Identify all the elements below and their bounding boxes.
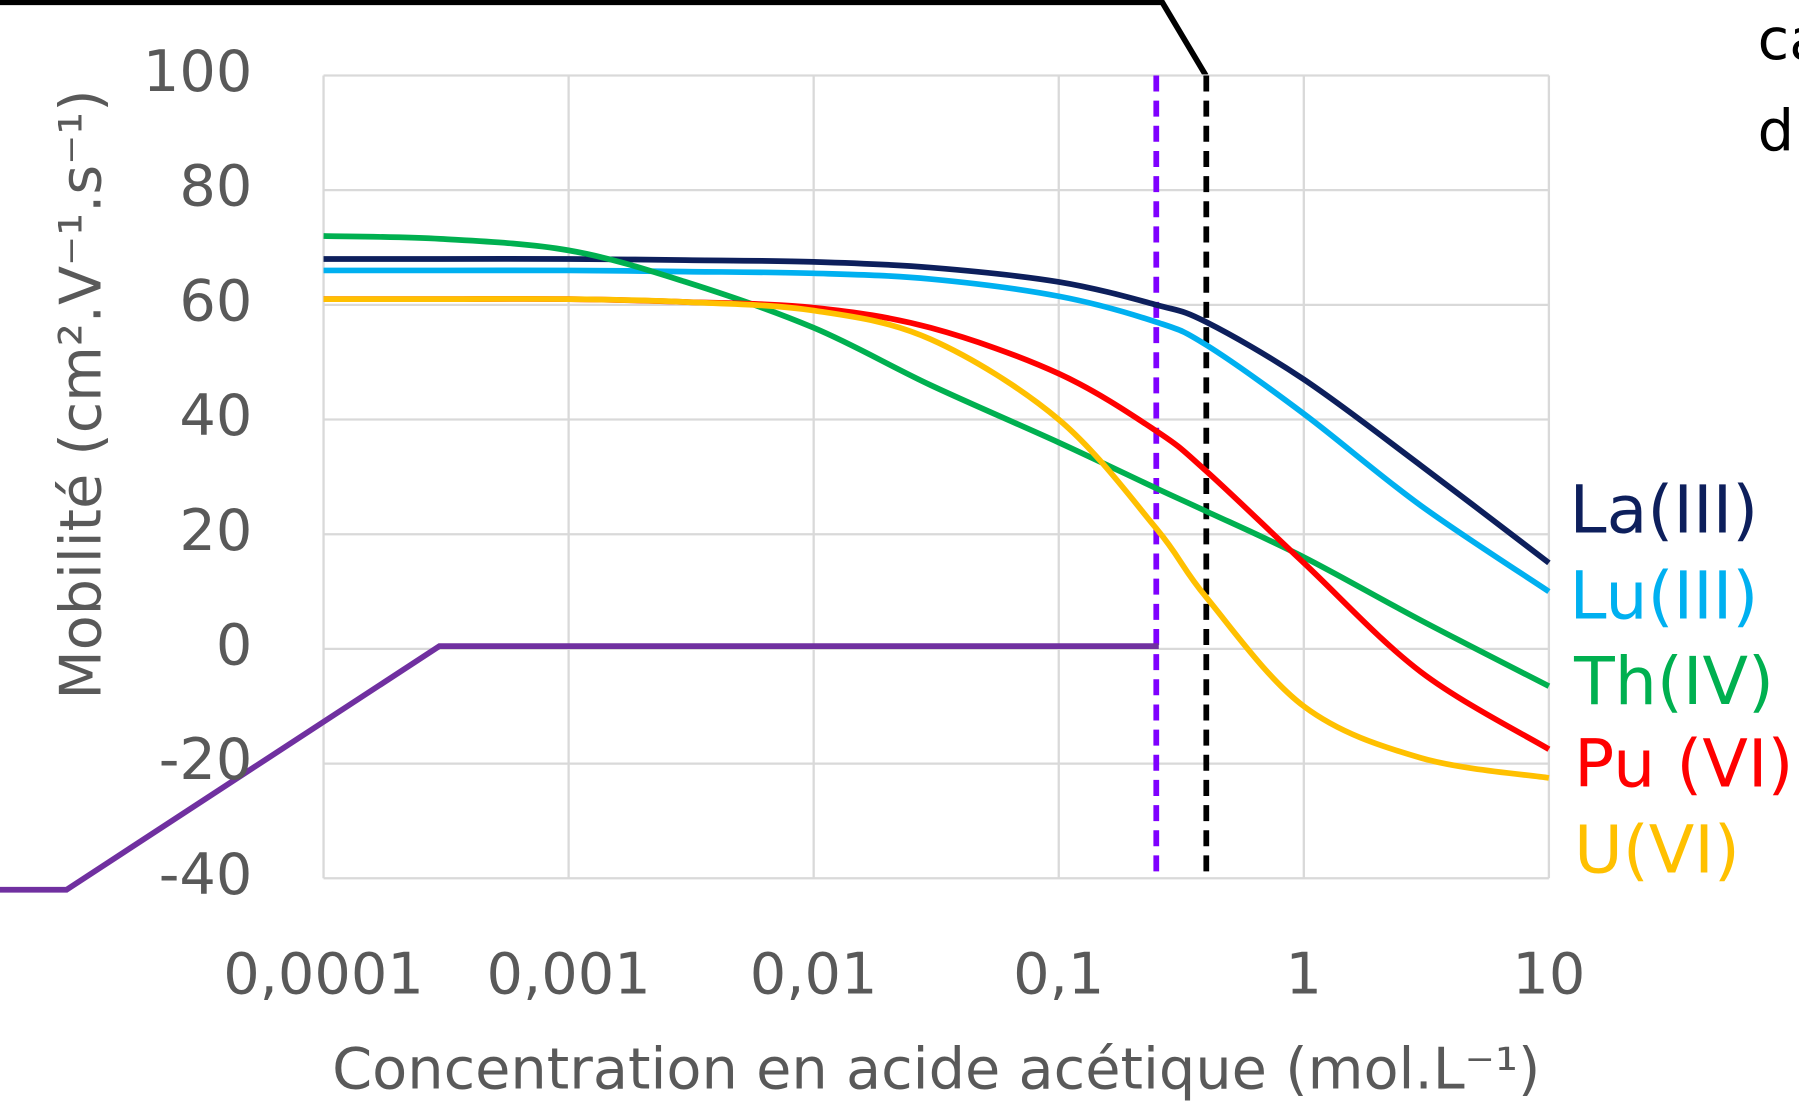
x-tick-label: 0,0001 — [223, 940, 424, 1007]
y-tick-label: 0 — [216, 612, 252, 679]
series-line — [323, 296, 1550, 781]
series-line — [323, 296, 1551, 752]
legend-label: La(III) — [1570, 471, 1759, 549]
x-tick-label: 0,001 — [487, 940, 651, 1007]
x-tick-label: 0,01 — [750, 940, 878, 1007]
y-axis-title: Mobilité (cm².V⁻¹.s⁻¹) — [47, 89, 114, 699]
series-line — [323, 233, 1551, 689]
annotation: ca — [1758, 6, 1799, 73]
legend-label: Pu (VI) — [1574, 725, 1793, 803]
annotation: d — [1758, 98, 1794, 165]
x-tick-label: 0,1 — [1013, 940, 1104, 1007]
y-tick-label: -40 — [159, 841, 253, 908]
x-tick-label: 10 — [1512, 940, 1585, 1007]
bracket-top — [0, 0, 1209, 77]
legend-label: Th(IV) — [1573, 642, 1774, 720]
y-tick-label: 100 — [143, 38, 252, 105]
grid — [322, 74, 1551, 880]
bracket-bottom — [0, 643, 1159, 893]
y-tick-label: 80 — [179, 153, 252, 220]
series-line — [323, 256, 1551, 566]
legend-label: Lu(III) — [1570, 557, 1759, 635]
legend-label: U(VI) — [1574, 810, 1740, 888]
y-tick-label: 40 — [179, 382, 252, 449]
x-axis-title: Concentration en acide acétique (mol.L⁻¹… — [332, 1035, 1540, 1102]
y-tick-label: 60 — [179, 268, 252, 335]
series-line — [323, 267, 1551, 594]
x-tick-label: 1 — [1286, 940, 1322, 1007]
y-tick-label: -20 — [159, 726, 253, 793]
y-tick-label: 20 — [179, 497, 252, 564]
marks — [323, 75, 1551, 879]
